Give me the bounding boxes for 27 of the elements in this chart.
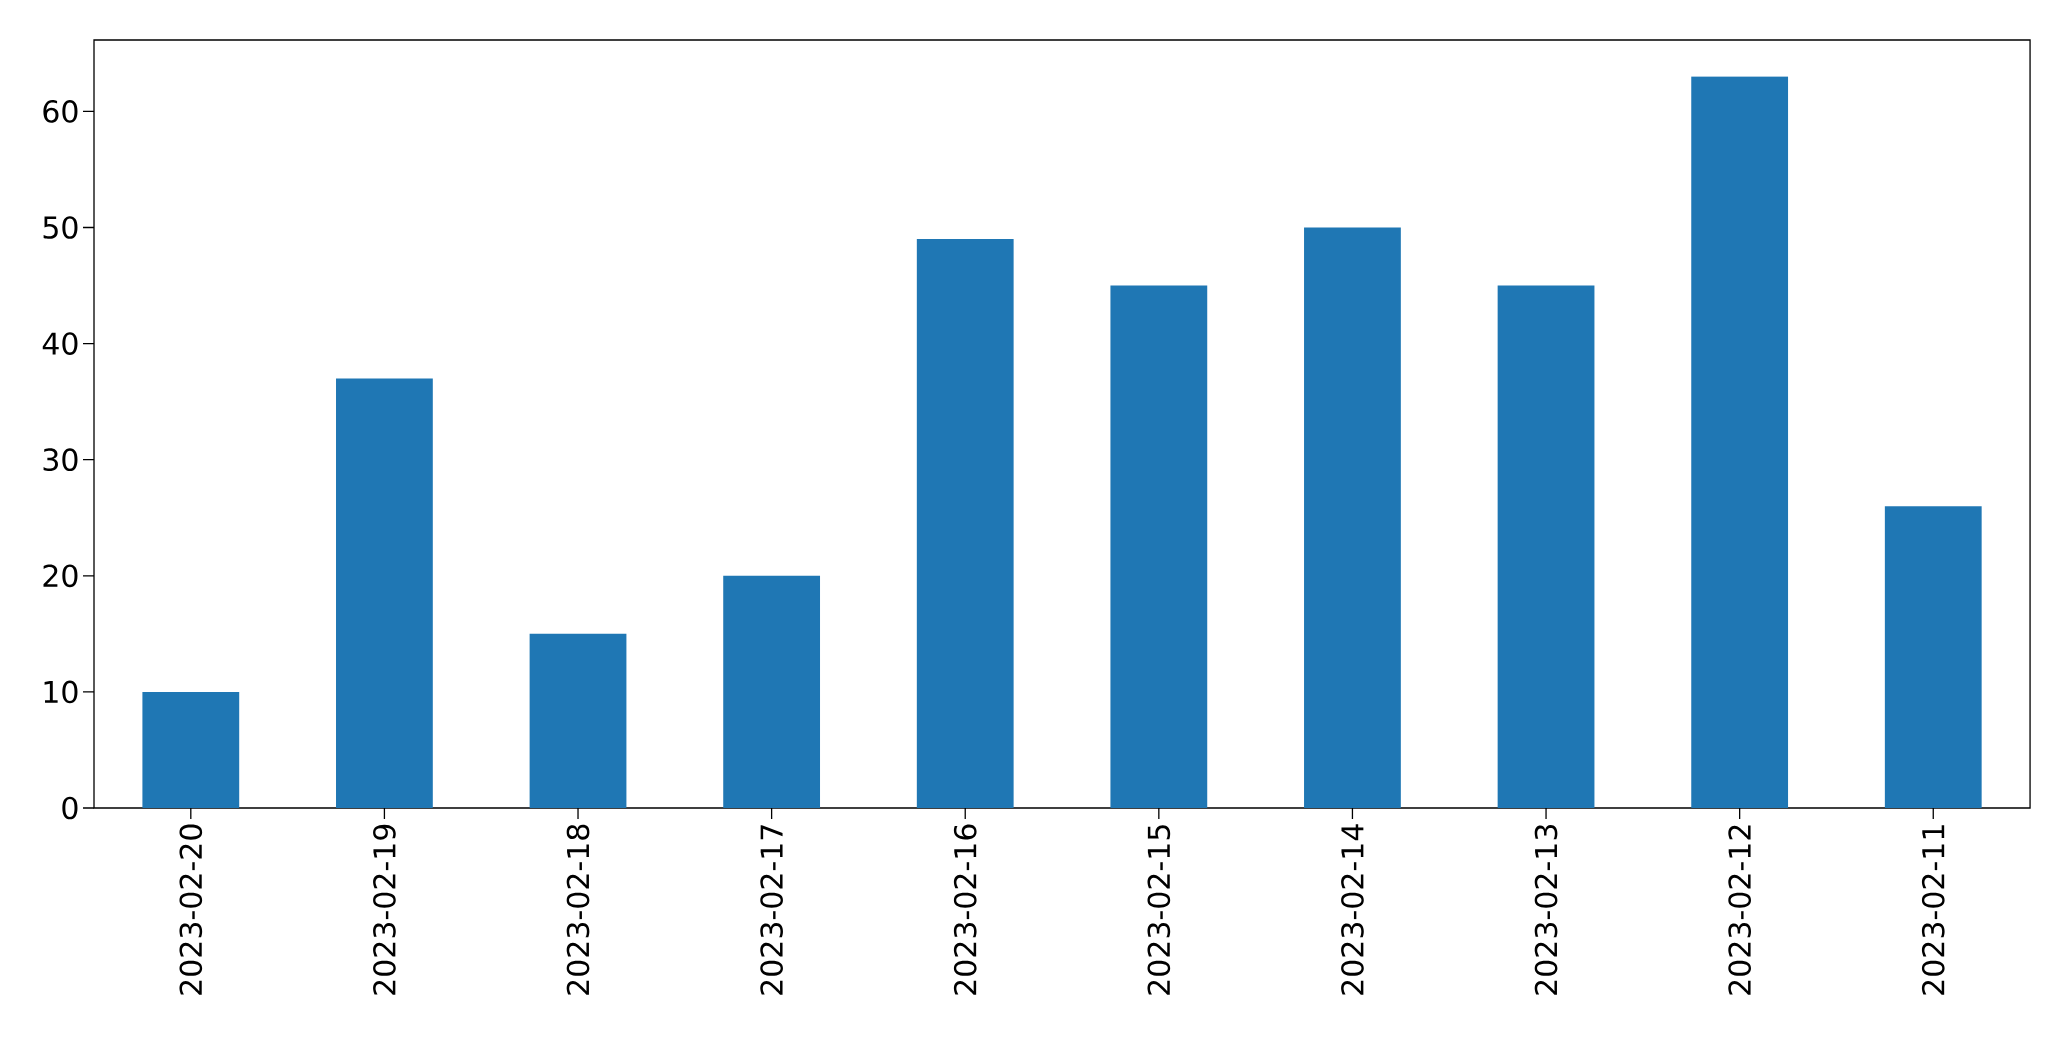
bar <box>1304 227 1401 808</box>
y-tick-label: 50 <box>43 216 78 239</box>
bar <box>723 575 821 808</box>
y-tick-label: 0 <box>62 796 78 820</box>
x-tick-label: 2023-02-11 <box>1921 825 1945 995</box>
bar <box>1497 285 1595 808</box>
bar <box>916 239 1014 808</box>
bar <box>1110 285 1208 808</box>
x-tick-label: 2023-02-14 <box>1341 824 1364 995</box>
x-tick-label: 2023-02-17 <box>760 825 783 995</box>
bar <box>1884 506 1982 808</box>
bar <box>529 633 627 808</box>
x-tick-label: 2023-02-12 <box>1728 825 1751 995</box>
bar <box>336 378 433 808</box>
bar <box>1691 76 1789 808</box>
x-tick-label: 2023-02-19 <box>373 824 396 995</box>
y-tick-label: 40 <box>42 332 78 355</box>
x-tick-label: 2023-02-13 <box>1534 824 1558 995</box>
y-tick-label: 30 <box>43 448 78 472</box>
bar <box>142 691 240 808</box>
y-tick-label: 10 <box>44 680 78 704</box>
x-tick-label: 2023-02-16 <box>953 824 977 995</box>
x-tick-label: 2023-02-15 <box>1147 825 1171 995</box>
x-tick-label: 2023-02-20 <box>179 824 203 995</box>
y-tick-label: 20 <box>43 564 78 588</box>
y-tick-label: 60 <box>43 100 78 123</box>
x-tick-label: 2023-02-18 <box>566 824 590 995</box>
